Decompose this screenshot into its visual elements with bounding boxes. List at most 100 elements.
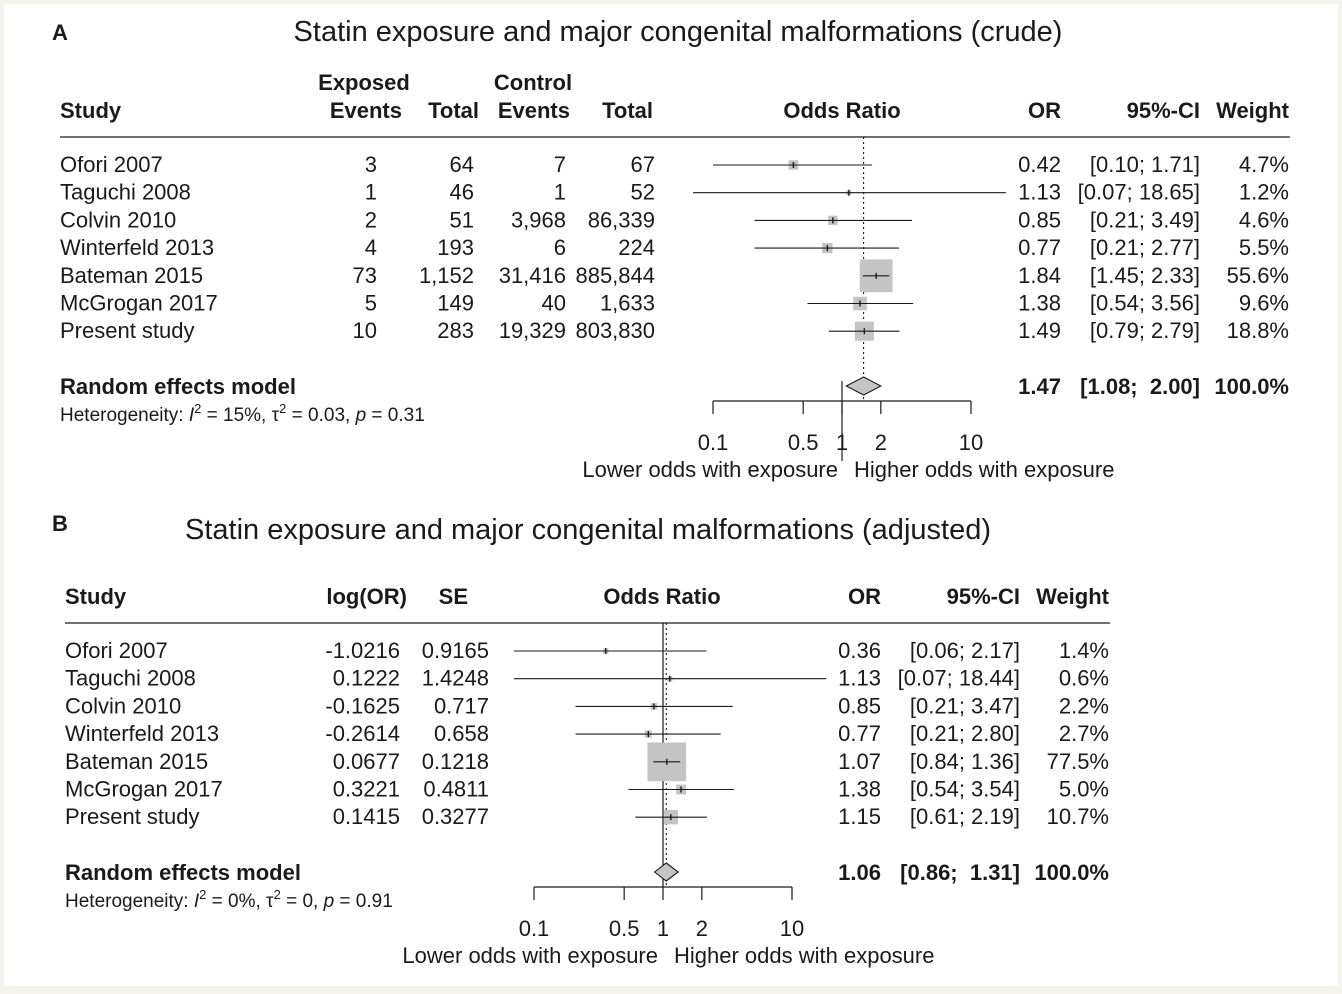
study-weight: 18.8% bbox=[1227, 318, 1289, 343]
axis-label-higher: Higher odds with exposure bbox=[854, 457, 1114, 482]
study-value: -1.0216 bbox=[325, 638, 400, 663]
het-p: = 0.31 bbox=[366, 405, 425, 426]
tick-label: 0.1 bbox=[698, 430, 729, 455]
header-odds-ratio: Odds Ratio bbox=[603, 584, 720, 609]
study-weight: 10.7% bbox=[1047, 804, 1109, 829]
tick-label: 2 bbox=[875, 430, 887, 455]
model-label: Random effects model bbox=[60, 374, 296, 399]
study-or: 1.49 bbox=[1018, 318, 1061, 343]
header-control-total: Total bbox=[602, 98, 653, 123]
study-ci: [0.54; 3.54] bbox=[910, 777, 1020, 802]
study-value: 19,329 bbox=[499, 318, 566, 343]
study-weight: 77.5% bbox=[1047, 749, 1109, 774]
study-value: 224 bbox=[618, 235, 655, 260]
study-weight: 4.6% bbox=[1239, 207, 1289, 232]
study-or: 1.13 bbox=[1018, 180, 1061, 205]
study-ci: [0.21; 2.77] bbox=[1090, 235, 1200, 260]
forest-marks: 0.1 0.5 1 2 10 bbox=[514, 623, 827, 941]
study-or: 1.84 bbox=[1018, 263, 1061, 288]
study-value: 40 bbox=[542, 291, 566, 316]
heterogeneity: Heterogeneity: I2 = 0%, τ2 = 0, p = 0.91 bbox=[65, 887, 393, 912]
study-weight: 1.4% bbox=[1059, 638, 1109, 663]
study-ci: [0.07; 18.65] bbox=[1078, 180, 1200, 205]
panel-b: B Statin exposure and major congenital m… bbox=[52, 511, 1110, 968]
study-value: 5 bbox=[365, 291, 377, 316]
header-or: OR bbox=[848, 584, 881, 609]
panel-a: A Statin exposure and major congenital m… bbox=[52, 16, 1290, 482]
study-value: 193 bbox=[437, 235, 474, 260]
study-value: 46 bbox=[450, 180, 474, 205]
forest-plot-figure: A Statin exposure and major congenital m… bbox=[52, 16, 1290, 968]
study-name: Ofori 2007 bbox=[60, 152, 163, 177]
study-weight: 9.6% bbox=[1239, 291, 1289, 316]
het-prefix: Heterogeneity: bbox=[65, 891, 194, 912]
panel-b-title: Statin exposure and major congenital mal… bbox=[185, 514, 991, 546]
header-study: Study bbox=[65, 584, 127, 609]
study-value: 4 bbox=[365, 235, 377, 260]
study-name: Winterfeld 2013 bbox=[65, 721, 219, 746]
study-ci: [0.61; 2.19] bbox=[910, 804, 1020, 829]
header-ci: 95%-CI bbox=[1127, 98, 1200, 123]
het-tau2: = 0, bbox=[281, 891, 324, 912]
study-weight: 2.2% bbox=[1059, 693, 1109, 718]
study-value: 1,152 bbox=[419, 263, 474, 288]
study-ci: [1.45; 2.33] bbox=[1090, 263, 1200, 288]
het-p: = 0.91 bbox=[334, 891, 393, 912]
study-value: 52 bbox=[631, 180, 655, 205]
header-control-events: Events bbox=[498, 98, 570, 123]
study-value: 64 bbox=[450, 152, 474, 177]
study-ci: [0.21; 2.80] bbox=[910, 721, 1020, 746]
study-value: 283 bbox=[437, 318, 474, 343]
study-name: Taguchi 2008 bbox=[60, 180, 191, 205]
study-or: 1.13 bbox=[838, 666, 881, 691]
study-value: 1,633 bbox=[600, 291, 655, 316]
model-label: Random effects model bbox=[65, 860, 301, 885]
study-name: Bateman 2015 bbox=[65, 749, 208, 774]
study-name: Present study bbox=[60, 318, 195, 343]
study-or: 1.07 bbox=[838, 749, 881, 774]
model-ci: [0.86; 1.31] bbox=[900, 860, 1020, 885]
study-rows: Ofori 2007 -1.0216 0.9165 0.36 [0.06; 2.17] 1… bbox=[65, 638, 1109, 829]
tick-label: 10 bbox=[780, 916, 804, 941]
study-or: 1.38 bbox=[838, 777, 881, 802]
study-value: 0.1415 bbox=[333, 804, 400, 829]
study-weight: 5.0% bbox=[1059, 777, 1109, 802]
study-weight: 1.2% bbox=[1239, 180, 1289, 205]
study-value: 7 bbox=[554, 152, 566, 177]
study-value: 67 bbox=[631, 152, 655, 177]
study-name: McGrogan 2017 bbox=[60, 291, 218, 316]
header-exposed: Exposed bbox=[318, 70, 410, 95]
study-weight: 5.5% bbox=[1239, 235, 1289, 260]
axis-label-lower: Lower odds with exposure bbox=[402, 943, 658, 968]
heterogeneity: Heterogeneity: I2 = 15%, τ2 = 0.03, p = … bbox=[60, 401, 425, 426]
study-or: 0.85 bbox=[838, 693, 881, 718]
study-ci: [0.06; 2.17] bbox=[910, 638, 1020, 663]
model-ci: [1.08; 2.00] bbox=[1080, 374, 1200, 399]
study-name: Present study bbox=[65, 804, 200, 829]
study-value: 0.717 bbox=[434, 693, 489, 718]
header-or: OR bbox=[1028, 98, 1061, 123]
study-or: 0.36 bbox=[838, 638, 881, 663]
tick-label: 2 bbox=[696, 916, 708, 941]
study-name: Colvin 2010 bbox=[65, 693, 181, 718]
study-value: 0.3277 bbox=[422, 804, 489, 829]
tick-label: 1 bbox=[657, 916, 669, 941]
study-value: 0.1218 bbox=[422, 749, 489, 774]
study-name: Taguchi 2008 bbox=[65, 666, 196, 691]
study-value: 885,844 bbox=[575, 263, 655, 288]
study-value: 0.9165 bbox=[422, 638, 489, 663]
study-name: McGrogan 2017 bbox=[65, 777, 223, 802]
header-ci: 95%-CI bbox=[947, 584, 1020, 609]
study-value: -0.2614 bbox=[325, 721, 400, 746]
study-weight: 0.6% bbox=[1059, 666, 1109, 691]
study-weight: 4.7% bbox=[1239, 152, 1289, 177]
study-weight: 55.6% bbox=[1227, 263, 1289, 288]
model-weight: 100.0% bbox=[1034, 860, 1109, 885]
tick-label: 1 bbox=[836, 430, 848, 455]
forest-marks: 0.1 0.5 1 2 10 bbox=[693, 137, 1006, 461]
study-value: 149 bbox=[437, 291, 474, 316]
tick-label: 0.1 bbox=[519, 916, 550, 941]
study-value: 0.658 bbox=[434, 721, 489, 746]
study-value: 3 bbox=[365, 152, 377, 177]
study-value: 10 bbox=[353, 318, 377, 343]
